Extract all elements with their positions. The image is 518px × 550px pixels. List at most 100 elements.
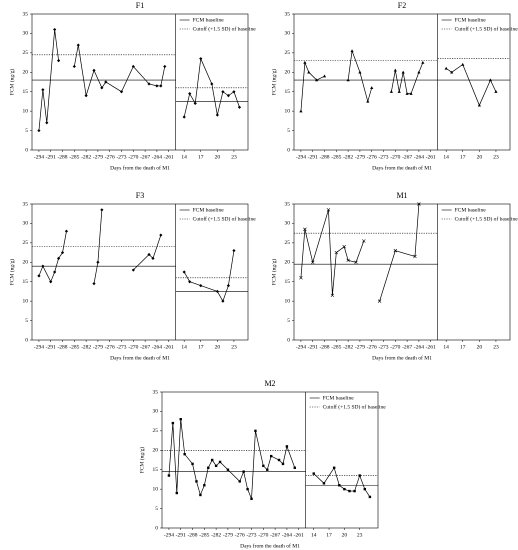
marker	[332, 466, 336, 469]
y-tick-label: 10	[153, 486, 159, 492]
marker	[232, 90, 236, 94]
marker	[104, 80, 108, 84]
marker	[215, 113, 219, 117]
x-tick-label: -294	[34, 344, 44, 350]
marker	[84, 94, 88, 98]
x-tick-label: -291	[308, 154, 318, 160]
marker	[277, 458, 281, 462]
legend-label: FCM baseline	[455, 17, 487, 23]
x-tick-label: -282	[343, 344, 353, 350]
x-tick-label: 17	[198, 154, 204, 160]
x-tick-label: -288	[319, 344, 329, 350]
y-tick-label: 35	[23, 201, 29, 207]
y-tick-label: 20	[153, 448, 159, 454]
y-axis-label: FCM (ng/g)	[8, 69, 15, 96]
marker	[330, 293, 335, 298]
plot-frame	[293, 203, 511, 341]
x-tick-label: -294	[296, 344, 306, 350]
marker	[461, 62, 465, 66]
y-tick-label: 35	[285, 201, 291, 207]
chart-title: M2	[264, 379, 275, 388]
x-tick-label: 23	[493, 154, 499, 160]
x-tick-label: -267	[402, 154, 412, 160]
x-tick-label: 20	[215, 154, 221, 160]
marker	[358, 70, 362, 74]
marker	[262, 464, 265, 468]
marker	[315, 78, 319, 82]
marker	[370, 86, 374, 90]
x-tick-label: -294	[34, 154, 44, 160]
marker	[60, 250, 65, 255]
x-tick-label: -291	[46, 154, 56, 160]
marker	[183, 452, 186, 456]
y-tick-label: 5	[287, 128, 290, 134]
y-tick-label: 30	[285, 221, 291, 227]
x-tick-label: 23	[493, 344, 499, 350]
marker	[322, 482, 326, 485]
x-tick-label: -264	[414, 154, 424, 160]
marker	[56, 256, 61, 260]
marker	[281, 462, 285, 466]
marker	[444, 66, 448, 70]
x-tick-label: 14	[181, 154, 187, 160]
x-tick-label: -279	[93, 154, 103, 160]
marker	[171, 421, 175, 425]
chart-panel: M1 0 5 10 15 20 25 30 35 FCM (ng/g) Days from the …	[270, 191, 518, 361]
y-tick-label: 25	[285, 50, 291, 56]
marker	[250, 497, 253, 501]
marker	[322, 74, 327, 78]
x-tick-label: -261	[426, 344, 436, 350]
legend-label: FCM baseline	[193, 207, 225, 213]
legend-label: FCM baseline	[323, 395, 355, 401]
x-tick-label: -264	[282, 532, 292, 538]
marker	[354, 260, 358, 264]
data-line	[313, 466, 371, 498]
marker	[488, 78, 493, 82]
x-tick-label: -285	[69, 344, 79, 350]
x-tick-label: -288	[319, 154, 329, 160]
x-tick-label: -270	[128, 154, 138, 160]
marker	[393, 248, 398, 253]
y-tick-label: 0	[155, 525, 158, 531]
data-line	[183, 57, 240, 118]
marker	[167, 474, 171, 477]
x-tick-label: 17	[460, 344, 466, 350]
marker	[41, 264, 45, 268]
y-axis-label: FCM (ng/g)	[138, 447, 145, 474]
marker	[188, 280, 192, 284]
plot-frame	[31, 13, 249, 151]
y-tick-label: 10	[23, 298, 29, 304]
marker	[92, 282, 96, 286]
marker	[163, 64, 167, 69]
x-tick-label: -282	[343, 154, 353, 160]
marker	[131, 64, 135, 69]
y-tick-label: 5	[287, 318, 290, 324]
y-tick-label: 35	[153, 389, 159, 395]
x-tick-label: -273	[116, 344, 126, 350]
y-tick-label: 20	[285, 70, 291, 76]
x-tick-label: -261	[294, 532, 304, 538]
marker	[199, 57, 203, 61]
x-tick-label: -264	[152, 154, 162, 160]
x-tick-label: -291	[46, 344, 56, 350]
chart-panel: M2 0 5 10 15 20 25 30 35 FCM (ng/g) Days from the …	[138, 379, 386, 549]
marker	[53, 270, 57, 274]
marker	[45, 121, 49, 125]
data-line	[391, 62, 424, 95]
y-tick-label: 25	[23, 50, 29, 56]
x-tick-label: -261	[426, 154, 436, 160]
marker	[188, 92, 192, 96]
marker	[377, 299, 382, 303]
y-tick-label: 20	[23, 260, 29, 266]
y-tick-label: 15	[23, 279, 29, 285]
marker	[182, 270, 186, 274]
marker	[303, 60, 307, 64]
marker	[100, 208, 104, 212]
y-tick-label: 20	[285, 260, 291, 266]
x-axis-label: Days from the death of M1	[372, 354, 432, 361]
marker	[76, 43, 80, 47]
marker	[37, 128, 41, 133]
marker	[311, 260, 315, 264]
marker	[175, 491, 178, 495]
marker	[353, 489, 356, 493]
